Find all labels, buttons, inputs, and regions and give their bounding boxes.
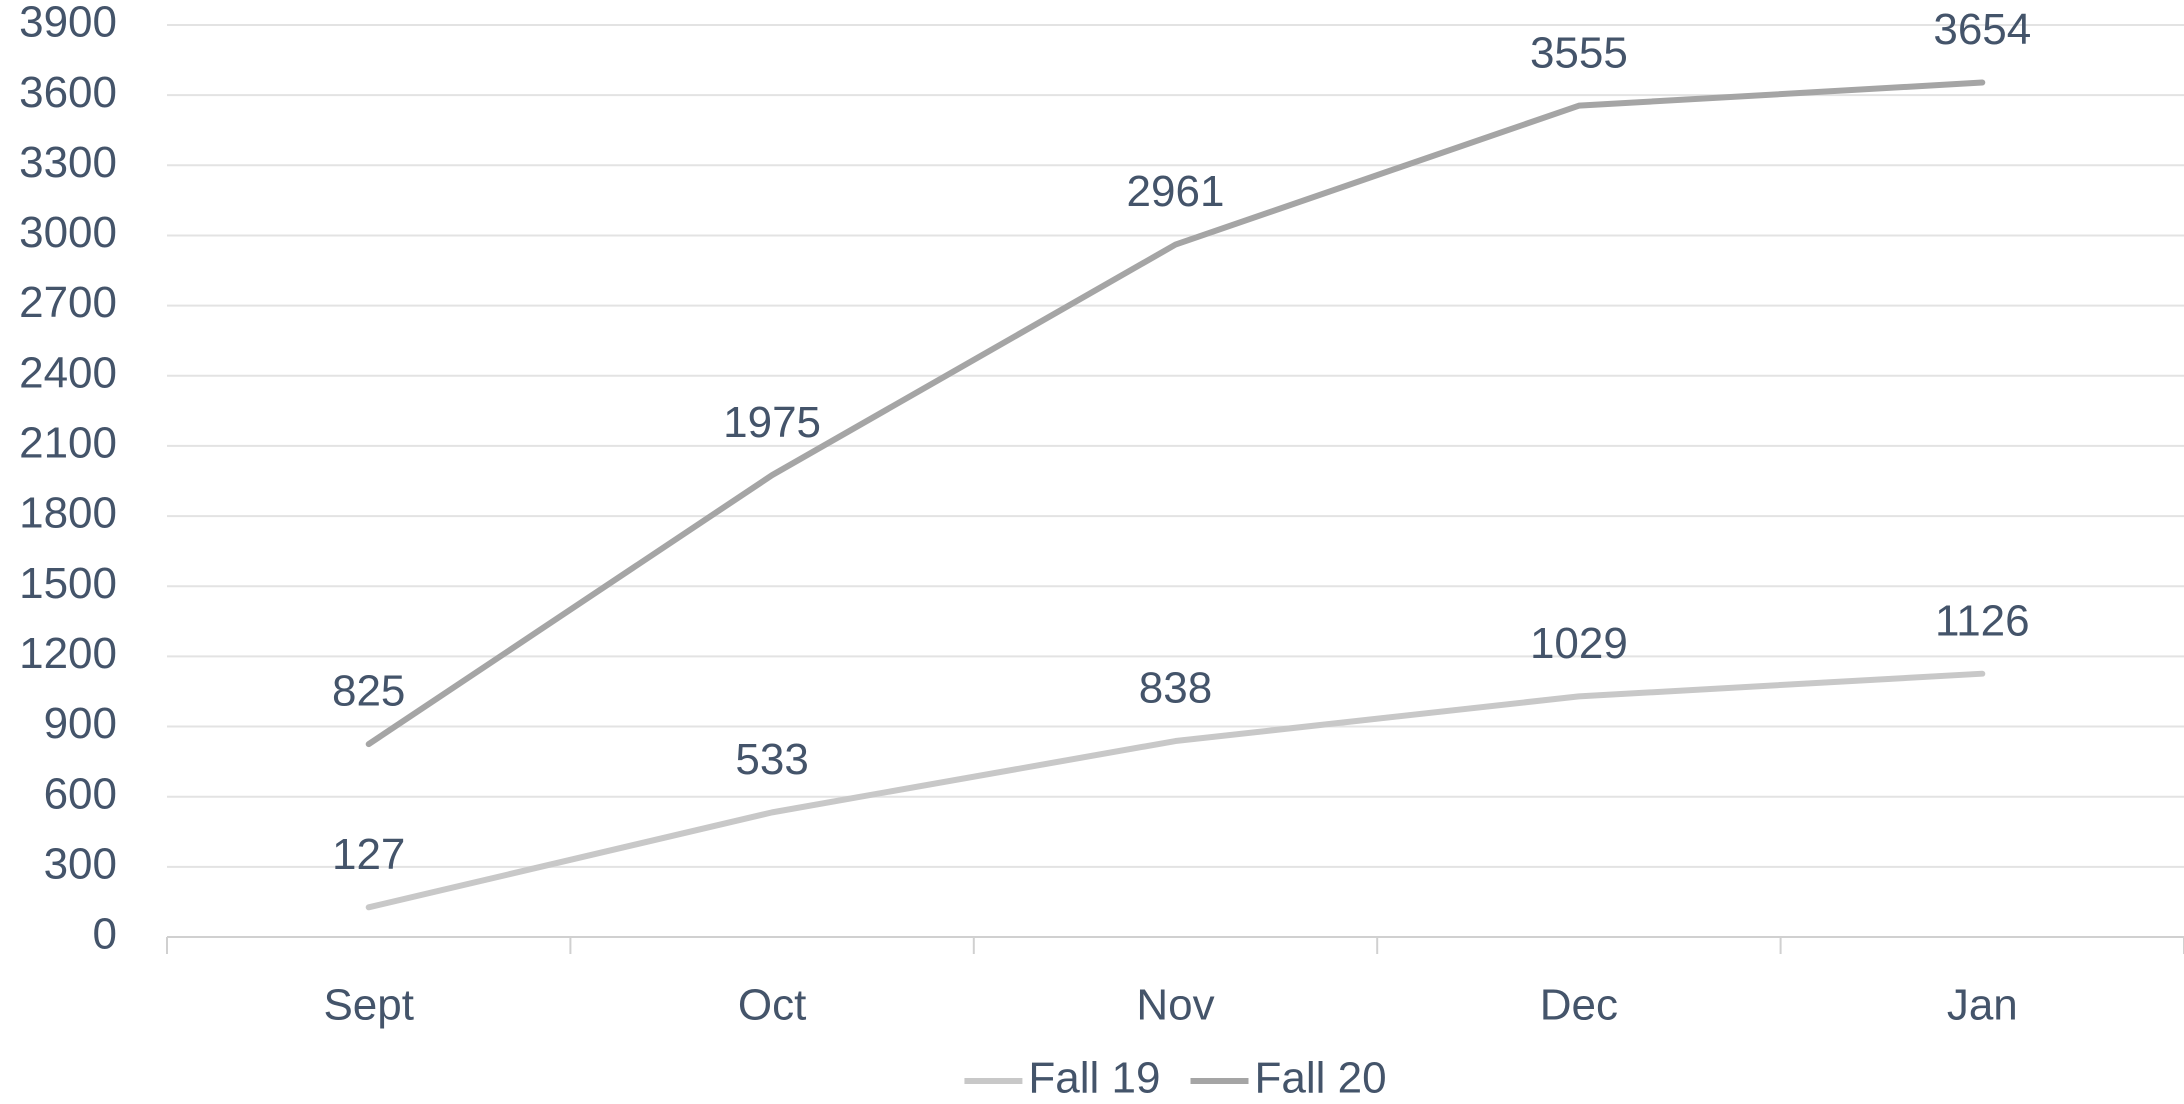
x-tick-label: Dec: [1540, 981, 1618, 1030]
data-label: 3654: [1933, 5, 2031, 54]
y-tick-label: 3000: [19, 208, 117, 257]
series-line: [365, 670, 1986, 911]
y-tick-label: 300: [44, 839, 117, 888]
series-line: [365, 79, 1986, 748]
y-tick-label: 1500: [19, 559, 117, 608]
data-label: 838: [1139, 664, 1212, 713]
y-tick-label: 2700: [19, 278, 117, 327]
y-tick-label: 2400: [19, 348, 117, 397]
data-label: 2961: [1127, 167, 1225, 216]
data-label: 127: [332, 830, 405, 879]
y-tick-label: 0: [93, 910, 117, 959]
y-tick-label: 600: [44, 769, 117, 818]
y-tick-label: 3900: [19, 0, 117, 47]
y-tick-label: 1200: [19, 629, 117, 678]
y-tick-label: 3600: [19, 68, 117, 117]
data-label: 3555: [1530, 28, 1628, 77]
y-tick-label: 3300: [19, 138, 117, 187]
legend-label: Fall 20: [1255, 1054, 1387, 1103]
x-tick-label: Oct: [738, 981, 806, 1030]
y-tick-label: 1800: [19, 489, 117, 538]
legend-label: Fall 19: [1028, 1054, 1160, 1103]
data-label: 1975: [723, 398, 821, 447]
y-tick-label: 900: [44, 699, 117, 748]
x-tick-label: Nov: [1136, 981, 1214, 1030]
x-tick-label: Jan: [1947, 981, 2018, 1030]
y-tick-label: 2100: [19, 419, 117, 468]
x-tick-label: Sept: [323, 981, 414, 1030]
data-label: 825: [332, 667, 405, 716]
data-label: 533: [735, 735, 808, 784]
data-label: 1126: [1935, 596, 2030, 645]
data-label: 1029: [1530, 619, 1628, 668]
